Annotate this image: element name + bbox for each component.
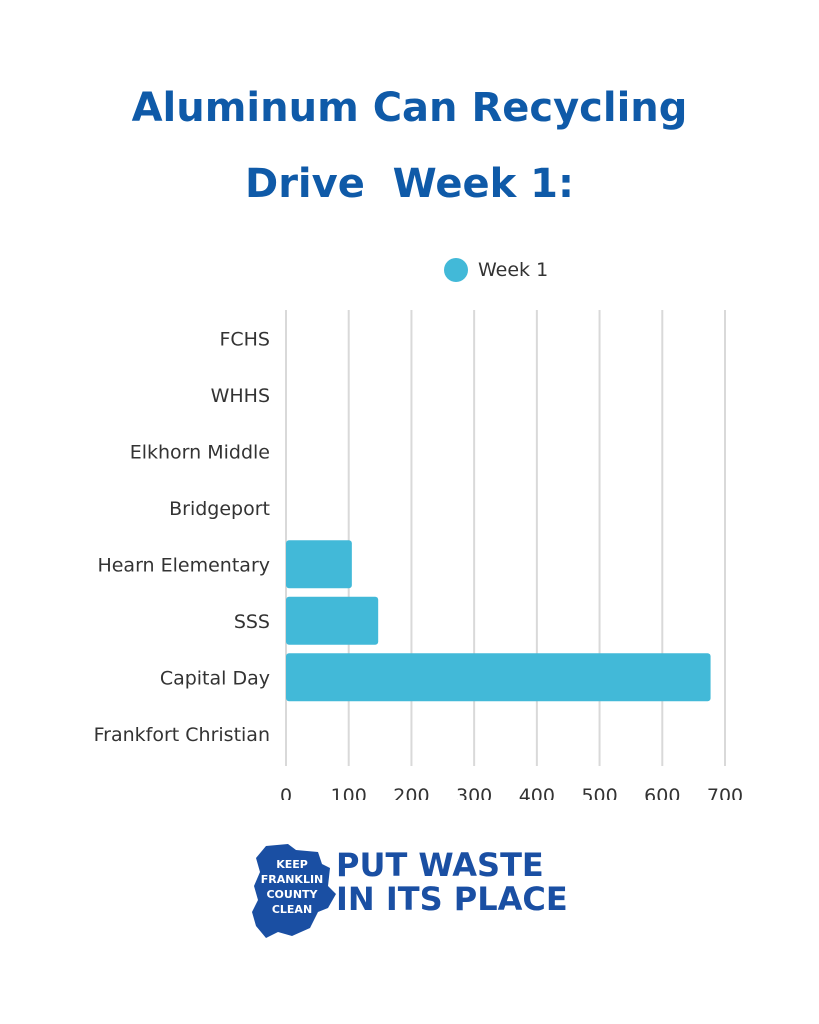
category-label: SSS	[234, 611, 270, 633]
county-shape	[252, 844, 336, 938]
x-tick-label: 200	[393, 785, 429, 800]
franklin-county-outline-icon: KEEP FRANKLIN COUNTY CLEAN	[252, 844, 336, 938]
slogan-line-1: PUT WASTE	[336, 846, 544, 884]
category-label: Frankfort Christian	[94, 724, 270, 746]
chart-legend: Week 1	[444, 255, 548, 285]
bar	[286, 540, 352, 589]
category-label: Capital Day	[160, 667, 270, 689]
slogan-line-2: IN ITS PLACE	[336, 880, 568, 918]
badge-line-2: FRANKLIN	[261, 873, 324, 886]
x-tick-label: 0	[280, 785, 292, 800]
legend-swatch	[444, 258, 468, 282]
legend-label: Week 1	[478, 259, 549, 281]
footer-logo: KEEP FRANKLIN COUNTY CLEAN	[248, 842, 578, 942]
badge-line-3: COUNTY	[266, 888, 318, 901]
x-tick-label: 300	[456, 785, 492, 800]
category-label: Hearn Elementary	[97, 554, 270, 576]
badge-line-1: KEEP	[276, 858, 308, 871]
x-tick-label: 500	[581, 785, 617, 800]
slogan: PUT WASTE IN ITS PLACE	[336, 848, 568, 916]
chart-title-line-2: Drive Week 1:	[244, 161, 574, 207]
x-tick-label: 400	[519, 785, 555, 800]
bar-chart: 0 100 200 300 400 500 600 700 FCHS WHHS Elkhorn Mi…	[94, 310, 743, 800]
chart-title: Aluminum Can Recycling Drive Week 1:	[0, 70, 819, 222]
category-label: FCHS	[219, 328, 270, 350]
chart-title-line-1: Aluminum Can Recycling	[131, 85, 688, 131]
bar	[286, 653, 711, 702]
bar	[286, 596, 379, 645]
category-label: Bridgeport	[169, 498, 270, 520]
x-tick-label: 100	[331, 785, 367, 800]
badge-line-4: CLEAN	[272, 903, 312, 916]
x-tick-label: 600	[644, 785, 680, 800]
category-label: WHHS	[211, 385, 270, 407]
category-label: Elkhorn Middle	[130, 441, 270, 463]
x-tick-label: 700	[707, 785, 743, 800]
